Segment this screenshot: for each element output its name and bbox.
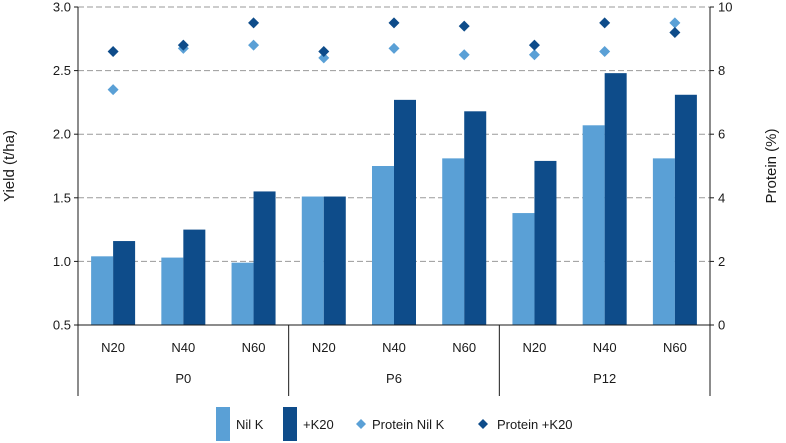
- y-tick-label: 0.5: [53, 318, 71, 333]
- x-tick-label: N40: [171, 340, 195, 355]
- x-tick-labels: N20 N40 N60 N20 N40 N60 N20 N40 N60: [101, 340, 687, 355]
- bar-nil-k: [512, 213, 535, 325]
- bar-plus-k20: [253, 191, 276, 325]
- bar-nil-k: [652, 158, 675, 325]
- bar-plus-k20: [183, 229, 206, 325]
- marker-protein-plus-k20: [318, 46, 330, 58]
- legend-label-protein-plus-k20: Protein +K20: [497, 417, 573, 432]
- y2-axis-title: Protein (%): [763, 128, 780, 203]
- marker-protein-nil-k: [528, 49, 540, 61]
- x-tick-label: N60: [663, 340, 687, 355]
- legend: Nil K +K20 Protein Nil K Protein +K20: [216, 407, 573, 441]
- marker-protein-nil-k: [107, 84, 119, 96]
- bar-nil-k: [372, 166, 394, 325]
- legend-label-plus-k20: +K20: [303, 417, 334, 432]
- y2-tick-labels: 0 2 4 6 8 10: [718, 0, 732, 333]
- legend-label-protein-nil-k: Protein Nil K: [372, 417, 445, 432]
- bar-plus-k20: [604, 73, 627, 325]
- y2-tick-label: 10: [718, 0, 732, 15]
- marker-protein-plus-k20: [528, 39, 540, 51]
- bar-nil-k: [301, 196, 324, 325]
- x-tick-label: N20: [101, 340, 125, 355]
- marker-protein-nil-k: [388, 42, 400, 54]
- bar-nil-k: [91, 256, 114, 325]
- legend-swatch-nil-k: [216, 407, 230, 441]
- y2-tick-label: 6: [718, 127, 725, 142]
- marker-protein-nil-k: [248, 39, 260, 51]
- bar-nil-k: [161, 257, 184, 325]
- x-tick-label: N40: [382, 340, 406, 355]
- legend-swatch-plus-k20: [283, 407, 297, 441]
- y-tick-label: 3.0: [53, 0, 71, 15]
- x-tick-label: N60: [452, 340, 476, 355]
- bars: [91, 73, 697, 326]
- marker-protein-plus-k20: [248, 17, 260, 29]
- marker-protein-nil-k: [599, 46, 611, 58]
- y-tick-label: 1.5: [53, 190, 71, 205]
- y2-tick-label: 0: [718, 318, 725, 333]
- bar-plus-k20: [674, 94, 697, 325]
- axes: [74, 6, 714, 396]
- legend-swatch-protein-nil-k: [356, 419, 366, 429]
- marker-protein-nil-k: [669, 17, 681, 29]
- group-label: P6: [386, 371, 402, 386]
- y-tick-labels: 0.5 1.0 1.5 2.0 2.5 3.0: [53, 0, 71, 333]
- bar-plus-k20: [394, 99, 416, 325]
- bar-plus-k20: [534, 160, 557, 325]
- marker-protein-plus-k20: [107, 46, 119, 58]
- marker-protein-nil-k: [458, 49, 470, 61]
- markers: [107, 17, 681, 96]
- group-label: P12: [593, 371, 616, 386]
- marker-protein-plus-k20: [458, 20, 470, 32]
- legend-label-nil-k: Nil K: [236, 417, 264, 432]
- legend-swatch-protein-plus-k20: [478, 419, 488, 429]
- y2-tick-label: 8: [718, 63, 725, 78]
- y-tick-label: 1.0: [53, 254, 71, 269]
- y-tick-label: 2.0: [53, 127, 71, 142]
- bar-plus-k20: [323, 196, 346, 325]
- y-axis-title: Yield (t/ha): [1, 130, 18, 202]
- marker-protein-plus-k20: [177, 39, 189, 51]
- marker-protein-nil-k: [318, 52, 330, 64]
- x-tick-label: N20: [312, 340, 336, 355]
- bar-nil-k: [582, 125, 605, 326]
- bar-plus-k20: [113, 241, 136, 325]
- y2-tick-label: 2: [718, 254, 725, 269]
- marker-protein-plus-k20: [388, 17, 400, 29]
- y-tick-label: 2.5: [53, 63, 71, 78]
- bar-nil-k: [231, 262, 254, 325]
- group-labels: P0 P6 P12: [175, 371, 616, 386]
- marker-protein-plus-k20: [669, 26, 681, 38]
- bar-plus-k20: [464, 111, 487, 325]
- x-tick-label: N60: [242, 340, 266, 355]
- marker-protein-plus-k20: [599, 17, 611, 29]
- bar-nil-k: [442, 158, 465, 325]
- group-label: P0: [175, 371, 191, 386]
- x-tick-label: N20: [523, 340, 547, 355]
- y2-tick-label: 4: [718, 190, 725, 205]
- x-tick-label: N40: [593, 340, 617, 355]
